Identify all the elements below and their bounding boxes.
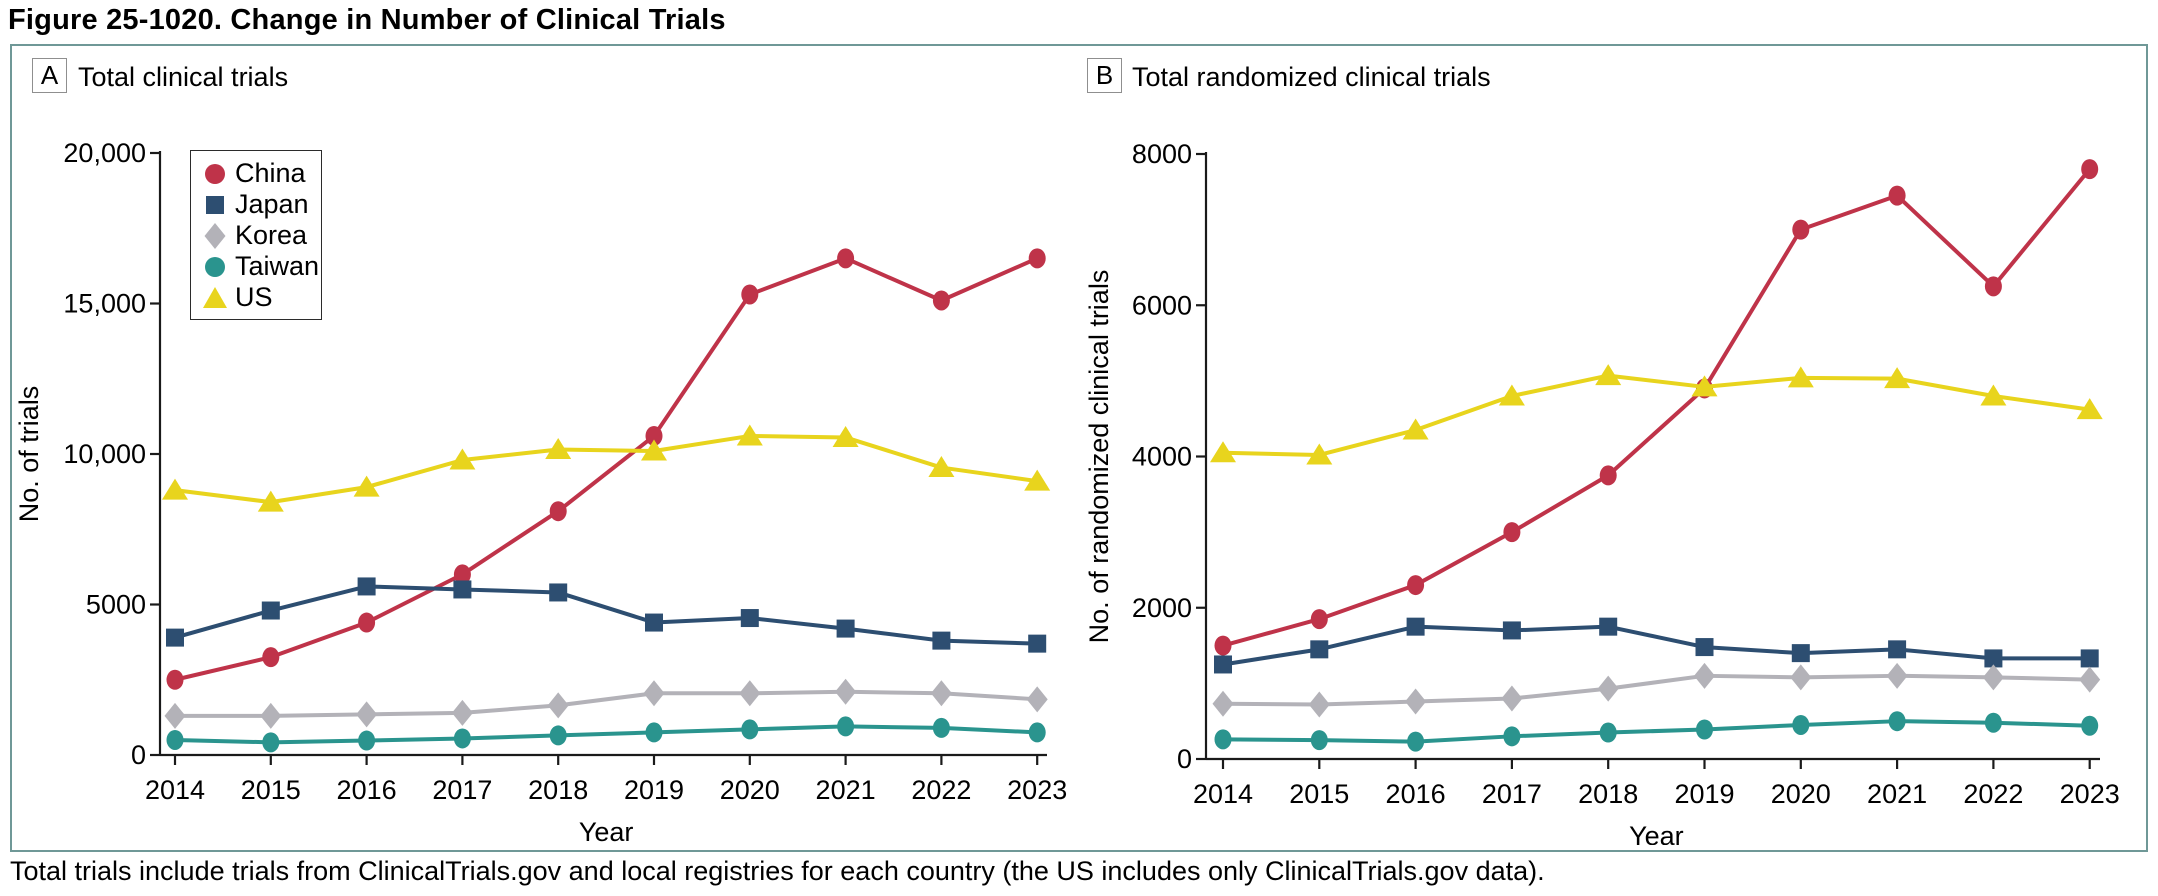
series-china-a [166,248,1046,690]
x-tick-label: 2019 [1674,779,1734,809]
x-tick-label: 2016 [1386,779,1446,809]
y-tick-label: 20,000 [63,138,146,168]
series-korea-b [1212,662,2101,718]
charts-canvas: 0 5000 10,000 15,000 20,000 2014 2015 2016 2017 2… [14,138,2120,845]
x-tick-label: 2017 [432,775,492,805]
x-tick-label: 2020 [720,775,780,805]
x-tick-label: 2016 [337,775,397,805]
y-tick-label: 8000 [1132,139,1192,169]
panel-b-label: B [1095,60,1114,90]
series-taiwan-b [1214,711,2099,752]
y-axis-title: No. of randomized clinical trials [1084,270,1114,644]
legend-label: Taiwan [235,251,320,281]
series-china-b [1214,159,2099,656]
x-tick-label: 2014 [1193,779,1253,809]
series-us-b [1210,364,2103,465]
panel-b-label-box: B [1087,58,1122,93]
y-tick-label: 0 [131,740,146,770]
y-tick-label: 2000 [1132,593,1192,623]
panel-a-title: Total clinical trials [78,62,289,92]
legend-label: US [235,282,273,312]
series-korea-a [164,678,1048,729]
x-tick-label: 2019 [624,775,684,805]
x-tick-label: 2017 [1482,779,1542,809]
series-japan-a [166,577,1047,653]
legend-label: Japan [235,189,309,219]
legend-marker-korea-icon [204,222,226,249]
panel-a-label: A [40,60,59,90]
y-tick-label: 0 [1177,744,1192,774]
x-axis-title: Year [579,817,634,845]
legend-entry: Taiwan [202,251,321,282]
chart-a: 0 5000 10,000 15,000 20,000 2014 2015 2016 2017 2… [14,138,1067,845]
legend-entry: Japan [202,189,321,220]
legend-marker-japan-icon [206,195,224,214]
figure-frame: 0 5000 10,000 15,000 20,000 2014 2015 2016 2017 2… [10,44,2148,852]
y-tick-label: 5000 [86,590,146,620]
panel-a-label-box: A [32,58,67,93]
x-tick-label: 2015 [1289,779,1349,809]
y-tick-label: 4000 [1132,442,1192,472]
y-tick-label: 10,000 [63,439,146,469]
x-tick-label: 2023 [2060,779,2120,809]
x-tick-label: 2022 [1963,779,2023,809]
x-tick-label: 2020 [1771,779,1831,809]
panel-b-title: Total randomized clinical trials [1132,62,1491,92]
x-tick-label: 2018 [528,775,588,805]
y-tick-label: 15,000 [63,289,146,319]
legend-entry: Korea [202,220,321,251]
page-title: Figure 25-1020. Change in Number of Clin… [8,4,726,36]
series-taiwan-a [166,716,1046,753]
x-tick-label: 2018 [1578,779,1638,809]
legend-entry: China [202,158,321,189]
x-tick-label: 2021 [1867,779,1927,809]
x-tick-label: 2021 [816,775,876,805]
x-tick-label: 2015 [241,775,301,805]
chart-b: 0 2000 4000 6000 8000 2014 2015 2016 2017 2018 201… [1084,139,2120,845]
legend-marker-taiwan-icon [205,256,225,277]
legend-entry: US [202,282,321,313]
legend: China Japan Korea Taiwan US [190,150,322,320]
series-japan-b [1214,617,2099,674]
legend-marker-china-icon [205,163,225,184]
x-tick-label: 2022 [911,775,971,805]
x-tick-label: 2014 [145,775,205,805]
y-axis-title: No. of trials [14,386,44,523]
series-us-a [162,424,1051,512]
y-tick-label: 6000 [1132,290,1192,320]
legend-marker-us-icon [203,286,227,308]
x-tick-label: 2023 [1007,775,1067,805]
legend-label: China [235,158,306,188]
figure-caption: Total trials include trials from Clinica… [10,856,1545,886]
legend-label: Korea [235,220,308,250]
x-axis-title: Year [1629,821,1684,845]
